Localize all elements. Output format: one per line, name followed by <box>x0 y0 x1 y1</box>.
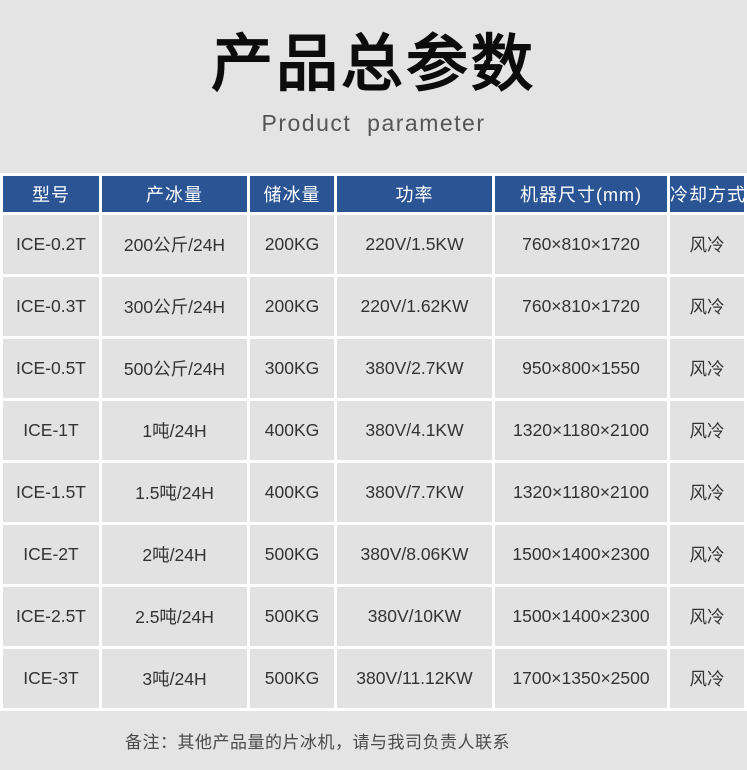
table-row: ICE-0.3T 300公斤/24H 200KG 220V/1.62KW 760×810… <box>3 276 744 336</box>
table-cell: ICE-1T <box>3 400 99 460</box>
column-header-5: 冷却方式 <box>670 175 744 212</box>
table-cell: 1320×1180×2100 <box>495 462 667 522</box>
table-cell: 220V/1.5KW <box>337 214 492 274</box>
table-cell: 400KG <box>250 400 334 460</box>
table-cell: 1500×1400×2300 <box>495 586 667 646</box>
table-cell: 1.5吨/24H <box>102 462 247 522</box>
table-cell: ICE-1.5T <box>3 462 99 522</box>
table-row: ICE-2T 2吨/24H 500KG 380V/8.06KW 1500×1400×23… <box>3 524 744 584</box>
table-cell: 风冷 <box>670 214 744 274</box>
table-cell: ICE-0.3T <box>3 276 99 336</box>
table-row: ICE-3T 3吨/24H 500KG 380V/11.12KW 1700×1350×2… <box>3 648 744 708</box>
table-cell: 1320×1180×2100 <box>495 400 667 460</box>
title-block: 产品总参数 Product parameter <box>0 0 747 137</box>
table-cell: 200公斤/24H <box>102 214 247 274</box>
column-header-2: 储冰量 <box>250 175 334 212</box>
table-cell: 950×800×1550 <box>495 338 667 398</box>
table-cell: 500KG <box>250 648 334 708</box>
table-row: ICE-1T 1吨/24H 400KG 380V/4.1KW 1320×1180×210… <box>3 400 744 460</box>
table-cell: 风冷 <box>670 400 744 460</box>
table-cell: 380V/11.12KW <box>337 648 492 708</box>
table-cell: 500KG <box>250 586 334 646</box>
table-cell: 300KG <box>250 338 334 398</box>
table-cell: 220V/1.62KW <box>337 276 492 336</box>
table-row: ICE-0.2T 200公斤/24H 200KG 220V/1.5KW 760×810×… <box>3 214 744 274</box>
column-header-0: 型号 <box>3 175 99 212</box>
table-cell: 风冷 <box>670 524 744 584</box>
table-cell: 风冷 <box>670 648 744 708</box>
table-cell: 1吨/24H <box>102 400 247 460</box>
table-cell: 1500×1400×2300 <box>495 524 667 584</box>
table-cell: 2吨/24H <box>102 524 247 584</box>
table-header-row: 型号 产冰量 储冰量 功率 机器尺寸(mm) 冷却方式 <box>3 175 744 212</box>
table-cell: 风冷 <box>670 586 744 646</box>
table-cell: 380V/4.1KW <box>337 400 492 460</box>
footer-note: 备注：其他产品量的片冰机，请与我司负责人联系 <box>125 732 510 752</box>
table-header: 型号 产冰量 储冰量 功率 机器尺寸(mm) 冷却方式 <box>3 175 744 212</box>
table-cell: 500KG <box>250 524 334 584</box>
table-cell: 380V/10KW <box>337 586 492 646</box>
table-row: ICE-2.5T 2.5吨/24H 500KG 380V/10KW 1500×1400×… <box>3 586 744 646</box>
page-subtitle: Product parameter <box>261 109 486 136</box>
table-cell: 风冷 <box>670 276 744 336</box>
table-cell: 380V/2.7KW <box>337 338 492 398</box>
column-header-4: 机器尺寸(mm) <box>495 175 667 212</box>
table-cell: 500公斤/24H <box>102 338 247 398</box>
table-cell: ICE-0.5T <box>3 338 99 398</box>
column-header-3: 功率 <box>337 175 492 212</box>
table-cell: 风冷 <box>670 338 744 398</box>
table-cell: 380V/7.7KW <box>337 462 492 522</box>
table-cell: 1700×1350×2500 <box>495 648 667 708</box>
table-cell: 200KG <box>250 276 334 336</box>
table-cell: 300公斤/24H <box>102 276 247 336</box>
table-cell: ICE-0.2T <box>3 214 99 274</box>
table-cell: 风冷 <box>670 462 744 522</box>
table-cell: 3吨/24H <box>102 648 247 708</box>
table-cell: 760×810×1720 <box>495 276 667 336</box>
table-body: ICE-0.2T 200公斤/24H 200KG 220V/1.5KW 760×810×… <box>3 214 744 708</box>
table-cell: 400KG <box>250 462 334 522</box>
table-row: ICE-0.5T 500公斤/24H 300KG 380V/2.7KW 950×800×… <box>3 338 744 398</box>
product-table: 型号 产冰量 储冰量 功率 机器尺寸(mm) 冷却方式 ICE-0.2T 200公斤/24H… <box>0 172 747 711</box>
table-cell: ICE-2.5T <box>3 586 99 646</box>
table-cell: 760×810×1720 <box>495 214 667 274</box>
table-cell: ICE-3T <box>3 648 99 708</box>
column-header-1: 产冰量 <box>102 175 247 212</box>
table-cell: 2.5吨/24H <box>102 586 247 646</box>
table-cell: 380V/8.06KW <box>337 524 492 584</box>
table-cell: ICE-2T <box>3 524 99 584</box>
page-title: 产品总参数 <box>210 30 536 99</box>
table-row: ICE-1.5T 1.5吨/24H 400KG 380V/7.7KW 1320×1180… <box>3 462 744 522</box>
table-cell: 200KG <box>250 214 334 274</box>
